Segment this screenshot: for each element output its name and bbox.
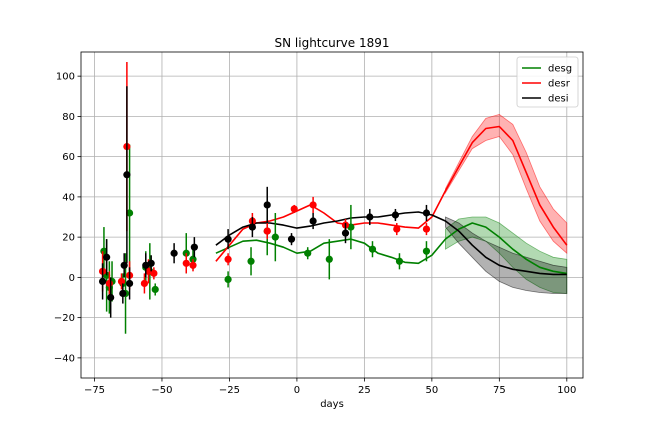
point-desi xyxy=(147,259,155,267)
point-desi xyxy=(142,261,150,269)
x-axis-label: days xyxy=(320,399,344,410)
point-desi xyxy=(170,249,178,257)
point-desg xyxy=(271,233,279,241)
point-desr xyxy=(105,279,113,288)
y-tick-label: 40 xyxy=(62,192,75,203)
point-desi xyxy=(391,211,400,219)
point-desg xyxy=(247,257,255,265)
point-desr xyxy=(224,255,232,263)
legend-label-desr: desr xyxy=(548,79,571,90)
point-desi xyxy=(120,261,128,269)
y-tick-label: 100 xyxy=(56,72,75,83)
y-tick-label: −40 xyxy=(54,353,75,364)
model-line-desr xyxy=(215,125,568,262)
model-lines xyxy=(215,125,568,276)
legend-box xyxy=(516,56,579,108)
point-desr xyxy=(393,225,401,233)
point-desr xyxy=(422,225,431,233)
chart-title: SN lightcurve 1891 xyxy=(275,36,390,50)
legend: desg desr desi xyxy=(516,56,579,108)
point-desi xyxy=(103,253,111,261)
point-desi xyxy=(107,293,115,302)
point-desg xyxy=(304,249,312,257)
x-tick-label: −75 xyxy=(84,385,105,396)
y-tick-label: 0 xyxy=(69,273,75,284)
point-desr xyxy=(182,259,190,267)
point-desi xyxy=(309,217,317,225)
legend-label-desg: desg xyxy=(548,64,572,75)
point-desg xyxy=(224,275,232,283)
point-desr xyxy=(117,277,126,286)
x-axis-ticks: −75 −50 −25 0 25 50 75 100 xyxy=(84,378,576,396)
point-desg xyxy=(347,223,355,231)
point-desr xyxy=(290,205,298,213)
point-desg xyxy=(368,245,377,253)
point-desi xyxy=(224,235,232,243)
point-desr xyxy=(140,279,149,288)
point-desr xyxy=(309,201,317,209)
point-desi xyxy=(263,201,271,209)
point-desr xyxy=(150,269,158,277)
model-line-desi xyxy=(215,211,567,276)
model-line-desg xyxy=(215,222,567,275)
y-tick-label: 60 xyxy=(62,152,75,163)
plot-frame xyxy=(80,51,584,379)
data-points xyxy=(98,62,431,334)
point-desi xyxy=(125,279,134,288)
y-tick-label: −20 xyxy=(54,313,75,324)
x-tick-label: 50 xyxy=(425,385,438,396)
y-tick-label: 80 xyxy=(62,112,75,123)
y-tick-label: 20 xyxy=(62,233,75,244)
point-desr xyxy=(189,261,197,269)
point-desg xyxy=(182,249,190,257)
x-tick-label: 75 xyxy=(493,385,506,396)
legend-label-desi: desi xyxy=(548,94,569,105)
point-desi xyxy=(366,213,374,221)
point-desr xyxy=(144,267,153,275)
point-desg xyxy=(395,257,404,265)
point-desi xyxy=(119,289,127,298)
point-desg xyxy=(422,247,431,255)
uncertainty-bands xyxy=(444,113,568,294)
x-tick-label: −25 xyxy=(219,385,240,396)
point-desr xyxy=(263,227,271,235)
x-tick-label: 25 xyxy=(358,385,371,396)
x-tick-label: 0 xyxy=(294,385,300,396)
point-desi xyxy=(98,277,107,286)
y-axis-ticks: −40 −20 0 20 40 60 80 100 xyxy=(54,72,81,364)
point-desg xyxy=(325,255,333,263)
x-tick-label: −50 xyxy=(151,385,172,396)
point-desi xyxy=(123,171,131,179)
band-desr xyxy=(444,113,568,255)
point-desi xyxy=(287,235,296,243)
point-desi xyxy=(248,223,256,231)
point-desi xyxy=(422,209,431,217)
point-desi xyxy=(190,243,198,251)
point-desi xyxy=(341,229,350,237)
point-desg xyxy=(125,209,134,217)
band-desi xyxy=(444,216,568,294)
point-desg xyxy=(151,285,159,294)
x-tick-label: 100 xyxy=(557,385,576,396)
